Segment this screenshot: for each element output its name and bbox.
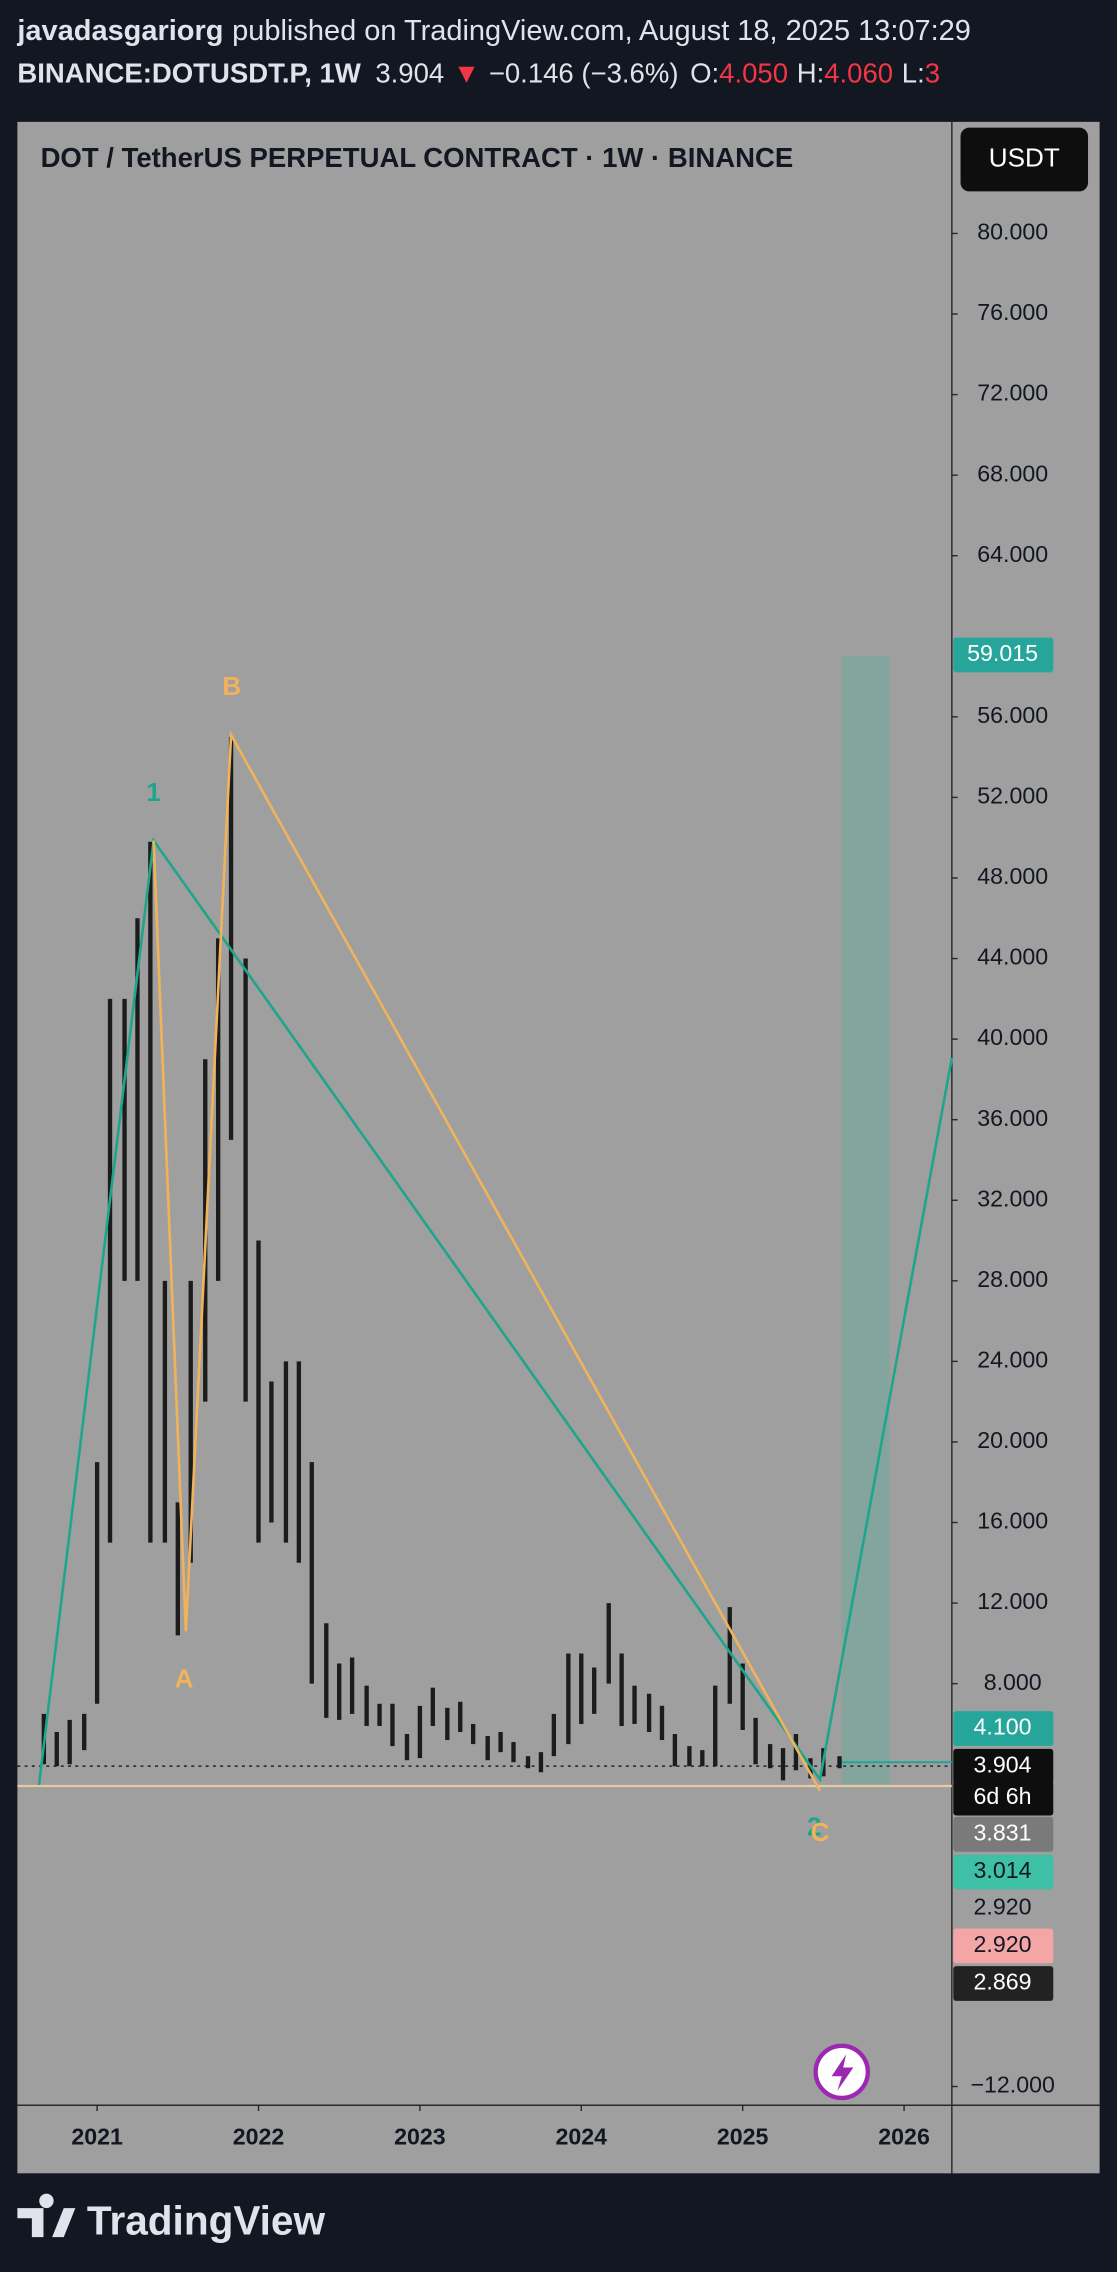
x-tick-label: 2026 (878, 2124, 930, 2150)
change: −0.146 (−3.6%) (489, 58, 679, 89)
wave-line (152, 730, 822, 1792)
y-tick-label: 32.000 (977, 1185, 1048, 1211)
high-label: H: (797, 58, 825, 89)
y-tick-label: 12.000 (977, 1588, 1048, 1614)
y-tick-label: 8.000 (984, 1669, 1042, 1695)
y-tick-label: 64.000 (977, 541, 1048, 567)
currency-label[interactable]: USDT (989, 142, 1060, 172)
x-tick-label: 2022 (233, 2124, 285, 2150)
last-price: 3.904 (375, 58, 444, 89)
y-tick-label: −12.000 (970, 2072, 1054, 2098)
price-badge-label: 3.014 (974, 1857, 1032, 1883)
price-badge (953, 1711, 1054, 1746)
wave-label: B (222, 671, 241, 701)
y-tick-label: 24.000 (977, 1347, 1048, 1373)
x-tick-label: 2024 (556, 2124, 608, 2150)
y-tick-label: 80.000 (977, 219, 1048, 245)
high: 4.060 (824, 58, 893, 89)
brand: TradingView (87, 2198, 326, 2244)
y-tick-label: 72.000 (977, 380, 1048, 406)
y-tick-label: 68.000 (977, 460, 1048, 486)
y-tick-label: 56.000 (977, 702, 1048, 728)
arrow: ▼ (453, 58, 480, 89)
wave-label: 2 (807, 1811, 822, 1841)
y-tick-label: 16.000 (977, 1508, 1048, 1534)
wave-label: 1 (146, 777, 161, 807)
y-tick-label: 20.000 (977, 1427, 1048, 1453)
price-badge (953, 1854, 1054, 1890)
x-tick-label: 2021 (71, 2124, 123, 2150)
y-tick-label: 40.000 (977, 1024, 1048, 1050)
y-tick-label: 36.000 (977, 1105, 1048, 1131)
price-badge-label: 6d 6h (974, 1783, 1032, 1809)
price-badge (953, 1816, 1054, 1852)
wave-label: C (811, 1817, 830, 1847)
price-badge-label: 2.869 (974, 1969, 1032, 1995)
symbol: BINANCE:DOTUSDT.P, 1W (17, 58, 360, 89)
low-label: L: (902, 58, 925, 89)
y-tick-label: 52.000 (977, 783, 1048, 809)
x-tick-label: 2023 (394, 2124, 446, 2150)
y-tick-label: 28.000 (977, 1266, 1048, 1292)
y-tick-label: 48.000 (977, 863, 1048, 889)
low: 3 (925, 58, 940, 89)
open-label: O: (690, 58, 719, 89)
price-badge (953, 1748, 1054, 1784)
published: published on TradingView.com, August 18,… (232, 15, 971, 47)
author: javadasgariorg (16, 15, 223, 47)
price-badge-label: 4.100 (974, 1714, 1032, 1740)
currency-button[interactable] (960, 127, 1089, 192)
chart-title: DOT / TetherUS PERPETUAL CONTRACT · 1W ·… (41, 142, 794, 173)
price-badge-label: 3.904 (974, 1751, 1032, 1777)
symbol-line: BINANCE:DOTUSDT.P, 1W 3.904 ▼ −0.146 (−3.6%… (17, 58, 940, 89)
publish-line: javadasgariorg published on TradingView.c… (16, 15, 971, 47)
price-badge-label: 2.920 (974, 1893, 1032, 1919)
price-badge-label: 3.831 (974, 1819, 1032, 1845)
y-tick-label: 76.000 (977, 299, 1048, 325)
price-badge-label: 2.920 (974, 1931, 1032, 1957)
wave-label: A (175, 1664, 194, 1694)
brand-logo (17, 2193, 76, 2238)
lightning-icon (831, 2054, 854, 2091)
y-tick-label: 44.000 (977, 944, 1048, 970)
open: 4.050 (719, 58, 788, 89)
price-badge (953, 1928, 1054, 1964)
target-zone (841, 656, 890, 1785)
price-badge (953, 637, 1054, 673)
chart-panel (17, 121, 1100, 2174)
price-badge (953, 1780, 1054, 1816)
wave-line (37, 837, 954, 1786)
x-tick-label: 2025 (717, 2124, 769, 2150)
plot: 80.000 76.000 72.000 68.000 64.000 56.000 52.0… (17, 219, 1055, 2150)
price-badge (953, 1966, 1054, 2001)
price-badge-label: 59.015 (967, 640, 1038, 666)
